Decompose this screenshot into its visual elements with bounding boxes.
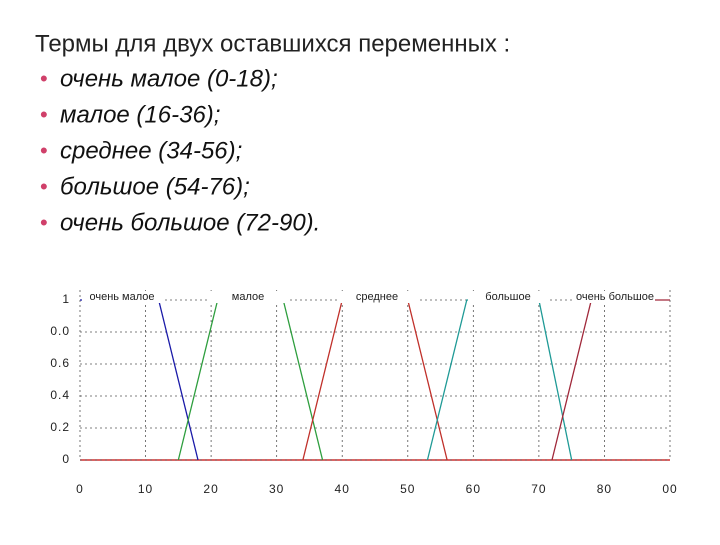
y-tick-label: 0.4 xyxy=(50,388,70,402)
bullet-dot: • xyxy=(40,102,48,127)
y-tick-label: 0.0 xyxy=(50,324,70,338)
series-label-bg xyxy=(82,291,162,303)
bullet-text: среднее (34-56); xyxy=(60,137,242,164)
x-tick-label: 30 xyxy=(269,482,284,496)
bullet-text: очень малое (0-18); xyxy=(60,65,278,92)
series-label: очень малое xyxy=(89,291,154,303)
series-label-bg xyxy=(575,291,655,303)
y-tick-label: 1 xyxy=(62,292,70,306)
x-tick-label: 10 xyxy=(138,482,153,496)
x-tick-label: 20 xyxy=(203,482,218,496)
x-tick-label: 0 xyxy=(76,482,84,496)
bullet-dot: • xyxy=(40,174,48,199)
x-tick-label: 40 xyxy=(335,482,350,496)
y-tick-label: 0 xyxy=(62,452,70,466)
bullet-dot: • xyxy=(40,210,48,235)
x-tick-label: 70 xyxy=(531,482,546,496)
bullet-dot: • xyxy=(40,66,48,91)
series-label: большое xyxy=(485,291,530,303)
series-label: среднее xyxy=(356,291,398,303)
y-tick-label: 0.6 xyxy=(50,356,70,370)
series-line xyxy=(177,299,324,461)
series-label-bg xyxy=(468,291,548,303)
series-line xyxy=(551,299,670,461)
series-line xyxy=(426,299,573,461)
series-label: малое xyxy=(232,291,264,303)
series-label: очень большое xyxy=(576,291,654,303)
x-tick-label: 00 xyxy=(662,482,677,496)
x-tick-label: 80 xyxy=(597,482,612,496)
bullet-dot: • xyxy=(40,138,48,163)
series-label-bg xyxy=(337,291,417,303)
slide-title: Термы для двух оставшихся переменных : xyxy=(35,30,510,57)
bullet-text: очень большое (72-90). xyxy=(60,209,320,236)
series-line xyxy=(302,299,448,461)
x-tick-label: 50 xyxy=(400,482,415,496)
series-line xyxy=(80,299,199,461)
bullet-text: большое (54-76); xyxy=(60,173,250,200)
y-tick-label: 0.2 xyxy=(50,420,70,434)
x-tick-label: 60 xyxy=(466,482,481,496)
bullet-text: малое (16-36); xyxy=(60,101,220,128)
series-label-bg xyxy=(208,291,288,303)
